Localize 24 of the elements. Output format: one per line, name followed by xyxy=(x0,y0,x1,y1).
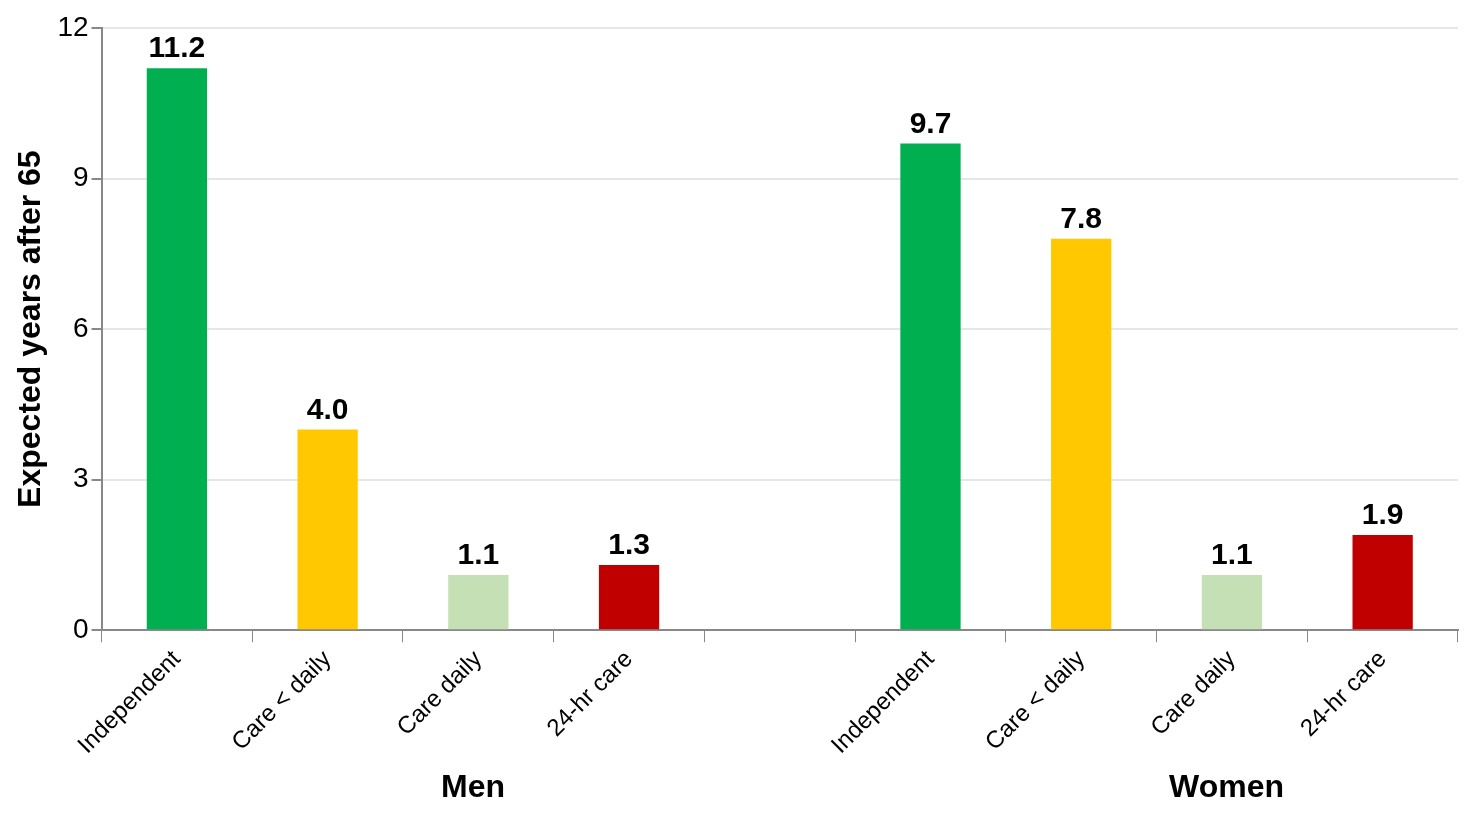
bar xyxy=(1352,534,1413,630)
data-label: 1.9 xyxy=(1361,497,1404,531)
bar xyxy=(146,68,208,630)
bar xyxy=(297,429,358,630)
text: Women xyxy=(1169,767,1285,804)
bar xyxy=(1051,238,1112,630)
y-tick-label: 9 xyxy=(72,161,89,193)
bar xyxy=(598,565,660,630)
data-label: 11.2 xyxy=(148,30,206,64)
data-label: 1.1 xyxy=(1211,537,1253,571)
y-tick-label: 12 xyxy=(57,10,89,42)
data-label: 1.3 xyxy=(608,527,650,561)
data-label: 9.7 xyxy=(909,105,952,139)
y-axis-title: Expected years after 65 xyxy=(11,150,48,508)
bar xyxy=(1201,575,1263,630)
data-label: 7.8 xyxy=(1060,201,1103,235)
text: Men xyxy=(440,767,505,804)
data-label: 4.0 xyxy=(306,391,349,425)
bar xyxy=(448,575,509,630)
y-tick-label: 6 xyxy=(72,311,89,343)
y-tick-label: 3 xyxy=(72,462,89,494)
data-label: 1.1 xyxy=(457,537,500,571)
bar xyxy=(900,143,961,630)
y-tick-label: 0 xyxy=(72,612,89,644)
